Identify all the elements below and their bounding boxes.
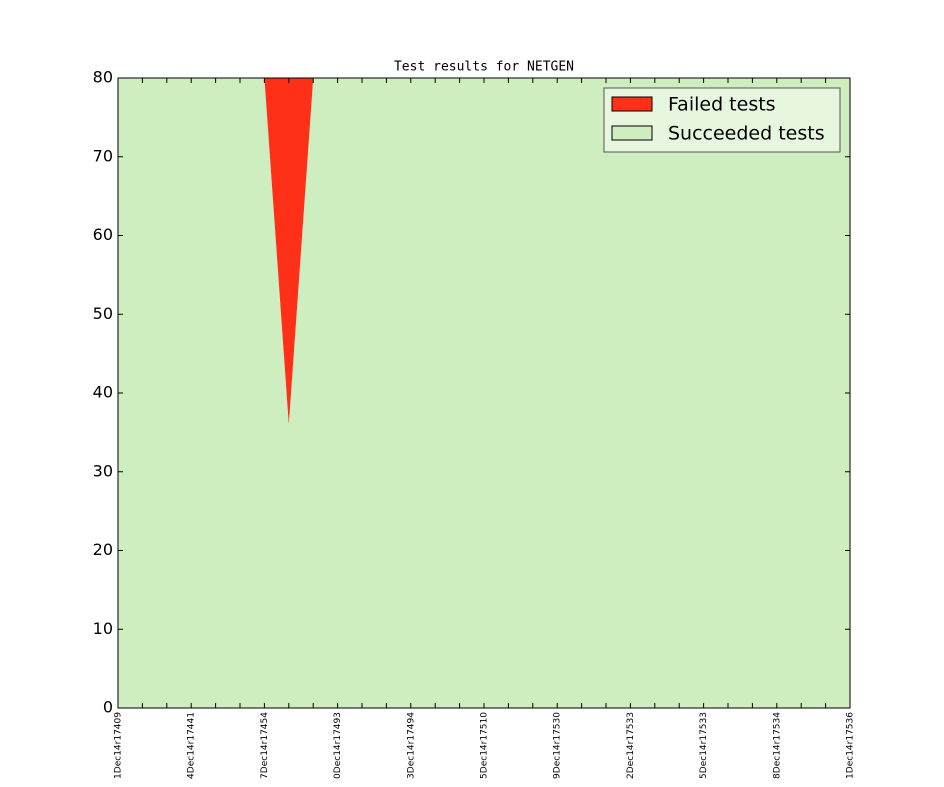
legend-swatch bbox=[611, 96, 653, 112]
legend-label: Failed tests bbox=[668, 94, 776, 116]
y-tick-label: 40 bbox=[93, 383, 113, 402]
x-tick-label: 1Dec14r17409 bbox=[114, 712, 124, 779]
x-tick-label: 9Dec14r17530 bbox=[553, 712, 563, 779]
y-tick-label: 30 bbox=[93, 461, 113, 480]
x-tick-label: 4Dec14r17441 bbox=[187, 712, 197, 779]
x-tick-label: 7Dec14r17454 bbox=[260, 712, 270, 779]
x-tick-label: 3Dec14r17494 bbox=[406, 712, 416, 779]
x-tick-label: 5Dec14r17533 bbox=[699, 712, 709, 779]
legend-label: Succeeded tests bbox=[668, 123, 825, 145]
chart-title: Test results for NETGEN bbox=[394, 60, 574, 75]
legend: Failed tests Succeeded tests bbox=[603, 87, 841, 153]
x-tick-label: 0Dec14r17493 bbox=[333, 712, 343, 779]
y-tick-label: 50 bbox=[93, 304, 113, 323]
area bbox=[118, 78, 850, 708]
y-tick-label: 20 bbox=[93, 540, 113, 559]
x-tick-label: 8Dec14r17534 bbox=[772, 712, 782, 779]
y-tick-label: 60 bbox=[93, 225, 113, 244]
y-tick-label: 10 bbox=[93, 619, 113, 638]
y-tick-label: 70 bbox=[93, 146, 113, 165]
y-tick-label: 0 bbox=[103, 698, 113, 717]
x-tick-label: 2Dec14r17533 bbox=[626, 712, 636, 779]
x-tick-label: 5Dec14r17510 bbox=[480, 712, 490, 779]
x-tick-label: 1Dec14r17536 bbox=[846, 712, 856, 779]
y-tick-label: 80 bbox=[93, 68, 113, 87]
legend-swatch bbox=[611, 125, 653, 141]
axes: 0 10 20 30 40 50 60 70 80 1Dec14r17409 4Dec14r1744… bbox=[93, 68, 856, 779]
area bbox=[118, 78, 850, 425]
plot-areas bbox=[118, 78, 850, 708]
